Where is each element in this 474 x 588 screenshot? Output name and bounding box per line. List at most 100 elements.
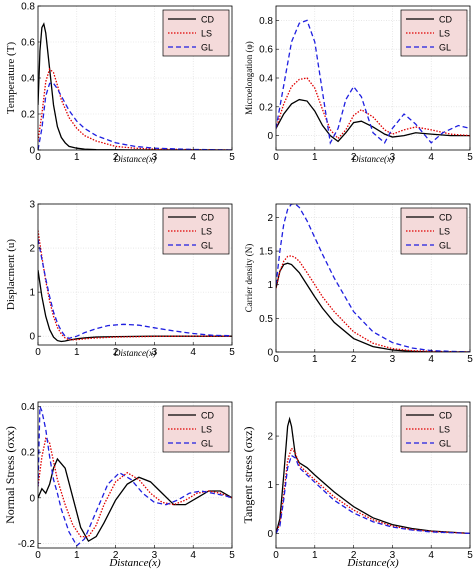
legend: CD LS GL (162, 405, 230, 453)
legend-label-cd: CD (201, 15, 214, 25)
series-line-gl (276, 454, 470, 535)
y-tick-label: 0.8 (21, 2, 35, 13)
y-tick-label: -0.2 (18, 539, 36, 550)
panel-4: 0 1 2 3 4 5 0 0.5 1 1.5 2 Carrier density (N) CD LS GL (244, 203, 473, 365)
y-tick-label: 0 (267, 529, 273, 540)
x-tick-label: 3 (390, 152, 396, 163)
x-tick-label: 4 (428, 354, 434, 365)
legend-label-gl: GL (201, 43, 213, 53)
y-tick-label: 1.5 (259, 247, 273, 258)
y-tick-label: 0 (29, 332, 35, 343)
legend-label-gl: GL (201, 241, 213, 251)
series-line-gl (276, 204, 470, 352)
series-line-ls (38, 230, 232, 341)
y-tick-label: 0.5 (259, 314, 273, 325)
plot-frame (37, 401, 233, 549)
x-tick-label: 3 (390, 354, 396, 365)
plot-frame (37, 203, 233, 346)
y-axis-label: Carrier density (N) (244, 244, 254, 312)
legend: CD LS GL (400, 9, 468, 57)
y-tick-label: 1 (267, 280, 273, 291)
x-tick-label: 0 (35, 152, 41, 163)
y-tick-label: 0.6 (259, 45, 273, 56)
x-tick-label: 4 (428, 152, 434, 163)
x-tick-label: 2 (351, 152, 357, 163)
x-tick-label: 5 (229, 347, 235, 358)
x-tick-label: 5 (467, 550, 473, 561)
legend: CD LS GL (162, 9, 230, 57)
y-axis-label: Displacment (u) (5, 239, 17, 311)
legend-label-ls: LS (439, 425, 450, 435)
legend-label-ls: LS (201, 29, 212, 39)
x-tick-label: 3 (152, 347, 158, 358)
legend-label-gl: GL (439, 43, 451, 53)
x-tick-label: 0 (273, 354, 279, 365)
legend-label-cd: CD (201, 213, 214, 223)
series-line-cd (38, 22, 232, 150)
legend: CD LS GL (400, 405, 468, 453)
y-tick-label: 0.2 (259, 102, 273, 113)
series-line-ls (276, 77, 470, 140)
x-tick-label: 5 (229, 550, 235, 561)
y-tick-label: 0 (267, 131, 273, 142)
series-line-cd (38, 457, 232, 543)
x-axis-label: Distance(x) (351, 154, 394, 164)
series-line-ls (276, 446, 470, 535)
x-tick-label: 0 (273, 152, 279, 163)
x-tick-label: 4 (190, 152, 196, 163)
legend-label-ls: LS (439, 29, 450, 39)
x-axis-label: Distance(x) (108, 557, 161, 569)
series-line-gl (38, 82, 232, 150)
series-line-cd (276, 98, 470, 143)
x-tick-label: 3 (152, 550, 158, 561)
x-tick-label: 4 (428, 550, 434, 561)
y-tick-label: 2 (29, 244, 35, 255)
legend-label-cd: CD (439, 411, 452, 421)
series-line-gl (38, 239, 232, 340)
legend-label-ls: LS (201, 425, 212, 435)
series-line-ls (38, 67, 232, 150)
y-tick-label: 0.4 (21, 74, 35, 85)
x-tick-label: 1 (74, 550, 80, 561)
y-tick-label: 0.4 (21, 402, 35, 413)
x-tick-label: 1 (74, 347, 80, 358)
series-line-ls (276, 255, 470, 352)
legend-label-gl: GL (439, 241, 451, 251)
y-tick-label: 2 (267, 213, 273, 224)
x-tick-label: 1 (312, 152, 318, 163)
x-tick-label: 5 (467, 152, 473, 163)
x-axis-label: Distance(x) (346, 557, 399, 569)
x-tick-label: 2 (113, 152, 119, 163)
x-tick-label: 1 (312, 354, 318, 365)
x-tick-label: 1 (74, 152, 80, 163)
x-tick-label: 0 (35, 550, 41, 561)
x-tick-label: 0 (35, 347, 41, 358)
series-line-gl (276, 19, 470, 145)
x-tick-label: 2 (113, 347, 119, 358)
y-axis-label: Microelongation (φ) (244, 41, 254, 114)
x-axis-label: Distance(x) (113, 154, 156, 164)
series-line-cd (276, 416, 470, 535)
y-tick-label: 0.4 (259, 74, 273, 85)
legend-label-ls: LS (201, 227, 212, 237)
x-tick-label: 3 (152, 152, 158, 163)
x-tick-label: 0 (273, 550, 279, 561)
x-tick-label: 4 (190, 347, 196, 358)
y-tick-label: 0.6 (21, 38, 35, 49)
y-tick-label: 3 (29, 200, 35, 211)
series-line-ls (38, 437, 232, 538)
y-tick-label: 0.8 (259, 16, 273, 27)
panel-2: 0 1 2 3 4 5 0 0.2 0.4 0.6 0.8 Distance(x) Microelong… (244, 5, 473, 164)
legend-label-cd: CD (439, 213, 452, 223)
y-tick-label: 2 (267, 432, 273, 443)
y-axis-label: Temperature (T) (5, 42, 17, 115)
x-tick-label: 4 (190, 550, 196, 561)
legend-label-gl: GL (439, 439, 451, 449)
y-tick-label: 0.2 (21, 448, 35, 459)
series-line-cd (38, 269, 232, 343)
x-tick-label: 5 (467, 354, 473, 365)
y-axis-label: Tangent stress (σxz) (241, 427, 255, 524)
